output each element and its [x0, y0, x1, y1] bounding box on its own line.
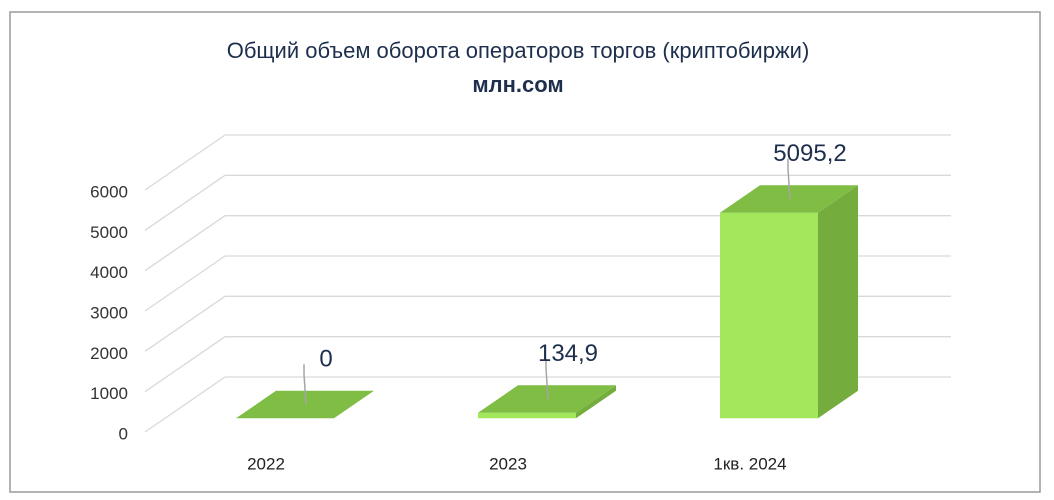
bar-front — [478, 412, 576, 419]
grid-line — [144, 134, 226, 191]
x-tick-label: 1кв. 2024 — [713, 454, 786, 473]
bar-side — [818, 185, 858, 419]
grid-line — [144, 174, 226, 231]
chart-title: Общий объем оборота операторов торгов (к… — [227, 38, 810, 63]
chart-subtitle: млн.сом — [472, 72, 563, 97]
y-tick-label: 6000 — [90, 182, 128, 201]
bar-top — [720, 185, 858, 213]
leader-line — [787, 158, 791, 200]
value-label: 0 — [319, 346, 332, 373]
grid-line — [144, 295, 226, 352]
x-tick-label: 2022 — [247, 454, 285, 473]
x-tick-label: 2023 — [489, 454, 527, 473]
value-label: 134,9 — [538, 340, 598, 367]
bar-top — [478, 385, 616, 413]
leader-line — [303, 364, 307, 405]
y-tick-label: 0 — [119, 424, 128, 443]
y-tick-label: 3000 — [90, 303, 128, 322]
leader-line — [545, 358, 549, 400]
bar-side — [576, 385, 616, 419]
y-tick-label: 5000 — [90, 223, 128, 242]
y-tick-label: 2000 — [90, 344, 128, 363]
bar-front — [720, 212, 818, 419]
grid-line — [144, 376, 226, 433]
y-tick-label: 1000 — [90, 384, 128, 403]
grid-line — [144, 255, 226, 312]
y-tick-label: 4000 — [90, 263, 128, 282]
bar-top — [236, 390, 374, 419]
grid-line — [144, 215, 226, 272]
grid-line — [144, 336, 226, 393]
value-label: 5095,2 — [773, 140, 846, 167]
